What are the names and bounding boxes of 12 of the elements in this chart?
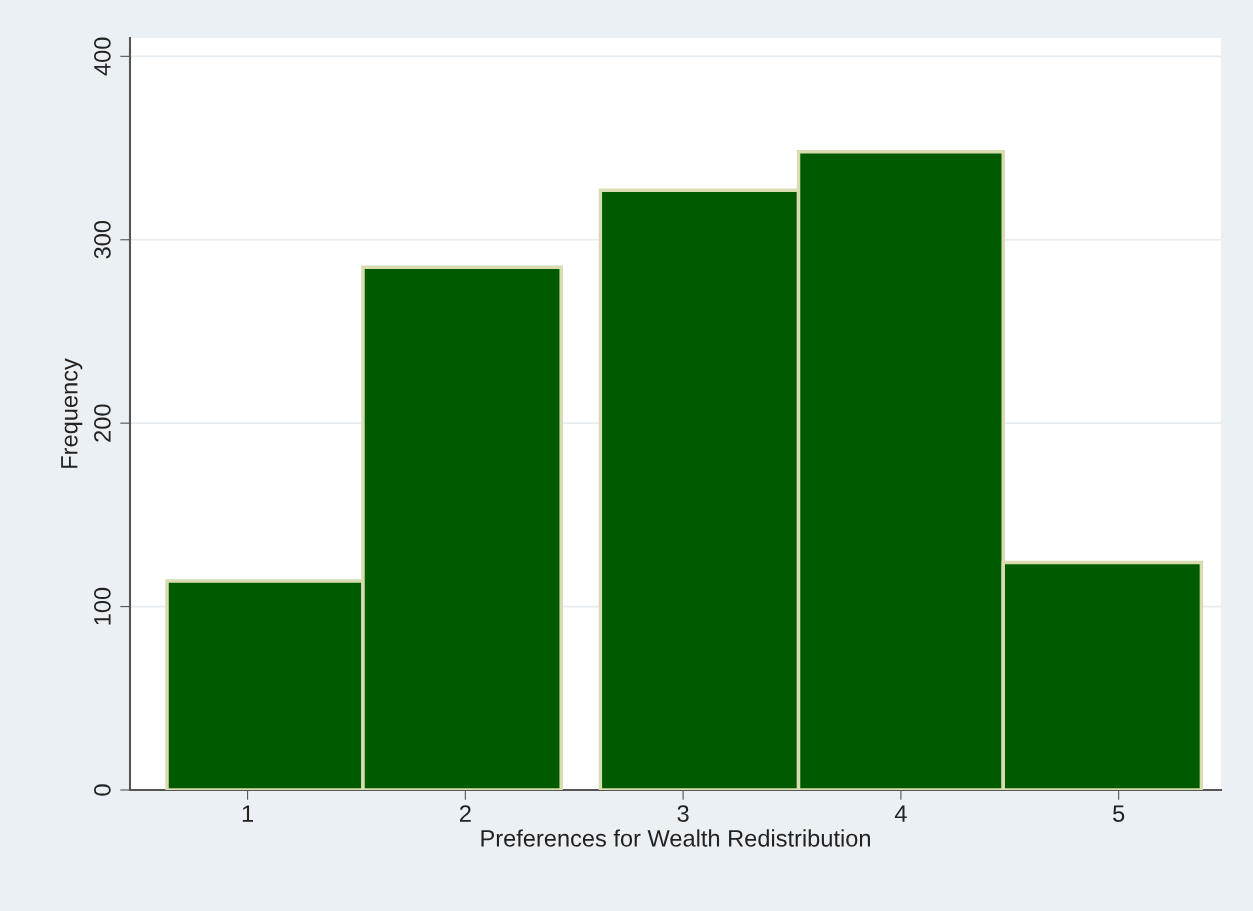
x-tick-label: 5 — [1113, 805, 1125, 822]
y-tick-label: 400 — [94, 37, 111, 76]
x-tick-label: 4 — [894, 805, 907, 822]
x-axis-title: Preferences for Wealth Redistribution — [481, 829, 870, 847]
y-tick-label: 0 — [94, 784, 111, 796]
y-tick-label: 200 — [94, 404, 111, 442]
y-tick-label: 300 — [94, 220, 111, 259]
y-axis-title: Frequency — [61, 358, 83, 468]
y-tick-label: 100 — [94, 587, 111, 625]
x-tick-label: 3 — [677, 805, 689, 822]
x-tick-label: 1 — [242, 805, 254, 822]
x-tick-label: 2 — [459, 805, 471, 822]
